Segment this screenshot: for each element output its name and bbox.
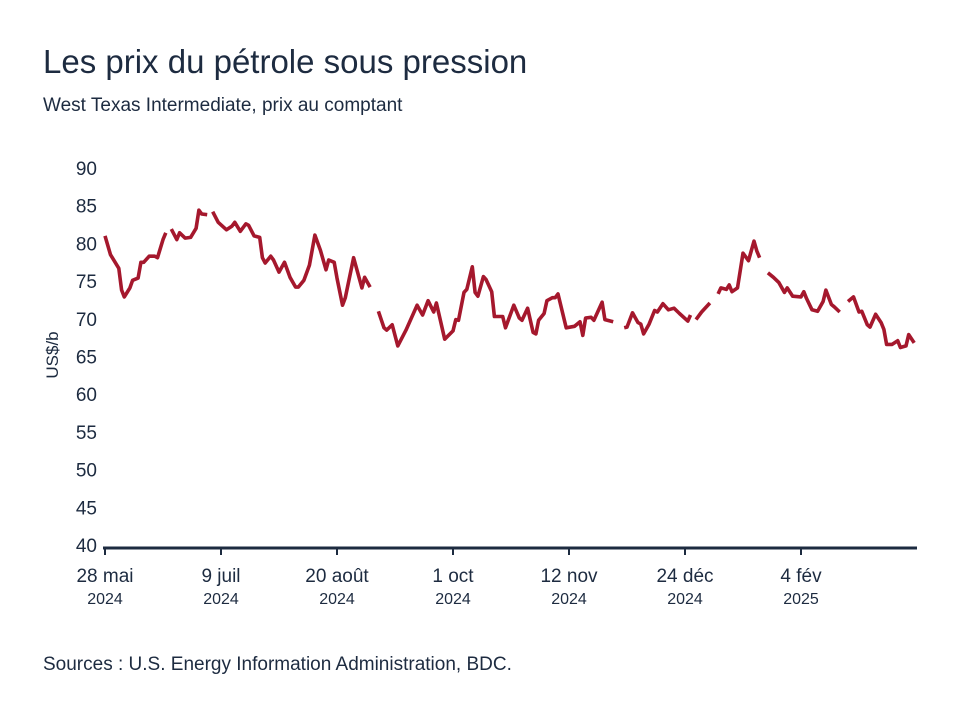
x-tick-year: 2024 xyxy=(87,591,123,608)
y-axis: 40 45 50 55 60 65 70 75 80 85 90 xyxy=(76,159,97,557)
y-tick-label: 65 xyxy=(76,348,97,369)
series-line-segment xyxy=(169,208,208,242)
series-line-segment xyxy=(211,210,372,308)
x-tick-label: 4 fév xyxy=(780,566,822,587)
y-tick-label: 40 xyxy=(76,536,97,557)
x-tick-label: 24 déc xyxy=(656,566,713,587)
chart-title: Les prix du pétrole sous pression xyxy=(43,43,527,80)
series-line-segment xyxy=(103,232,168,299)
x-tick-year: 2024 xyxy=(667,591,703,608)
x-tick-year: 2024 xyxy=(319,591,355,608)
series-line-segment xyxy=(376,264,614,348)
y-tick-label: 80 xyxy=(76,234,97,255)
y-tick-label: 55 xyxy=(76,423,97,444)
y-tick-label: 50 xyxy=(76,461,97,482)
y-tick-label: 90 xyxy=(76,159,97,180)
x-tick-year: 2025 xyxy=(783,591,819,608)
x-tick-year: 2024 xyxy=(203,591,239,608)
series-line-segment xyxy=(623,301,693,336)
y-tick-label: 75 xyxy=(76,272,97,293)
x-tick-label: 9 juil xyxy=(201,566,240,587)
series-line-segment xyxy=(766,271,841,314)
x-tick-label: 20 août xyxy=(305,566,369,587)
x-tick-year: 2024 xyxy=(551,591,587,608)
x-tick-year: 2024 xyxy=(435,591,471,608)
series-line-segment xyxy=(694,301,712,321)
series-line xyxy=(103,208,916,350)
y-tick-label: 60 xyxy=(76,385,97,406)
y-tick-label: 85 xyxy=(76,197,97,218)
x-tick-label: 28 mai xyxy=(76,566,133,587)
y-tick-label: 70 xyxy=(76,310,97,331)
series-line-segment xyxy=(716,239,762,295)
x-axis: 28 mai 2024 9 juil 2024 20 août 2024 1 oct 2024… xyxy=(76,546,917,608)
chart-subtitle: West Texas Intermediate, prix au comptan… xyxy=(43,95,403,116)
source-note: Sources : U.S. Energy Information Admini… xyxy=(43,654,512,675)
x-tick-label: 12 nov xyxy=(540,566,598,587)
series-line-segment xyxy=(846,295,916,350)
y-tick-label: 45 xyxy=(76,498,97,519)
y-axis-label: US$/b xyxy=(43,331,62,378)
x-tick-label: 1 oct xyxy=(432,566,474,587)
